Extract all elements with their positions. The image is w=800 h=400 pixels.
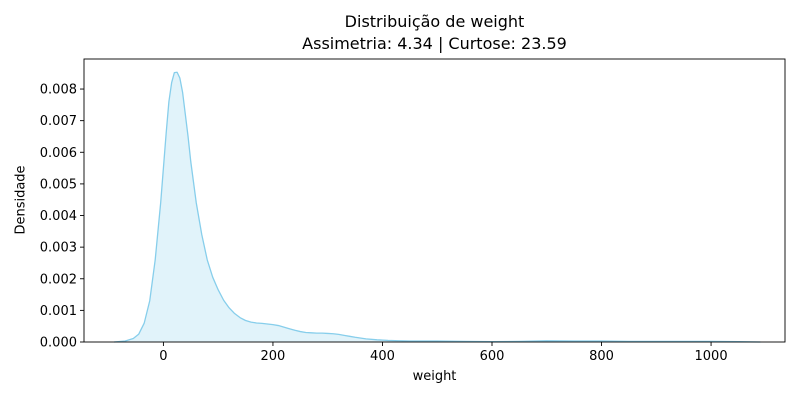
x-tick-label: 200: [261, 349, 286, 364]
density-line: [114, 71, 761, 343]
y-tick-label: 0.007: [40, 114, 77, 129]
y-axis-label: Densidade: [13, 165, 29, 235]
density-area-fill: [114, 72, 761, 342]
x-tick-label: 800: [589, 349, 614, 364]
y-tick-label: 0.001: [40, 304, 77, 319]
y-tick-label: 0.000: [40, 336, 77, 351]
y-tick-label: 0.005: [40, 177, 77, 192]
plot-frame: [83, 58, 786, 343]
x-tick-label: 0: [159, 349, 167, 364]
y-tick-label: 0.002: [40, 272, 77, 287]
y-tick-label: 0.008: [40, 83, 77, 98]
x-tick-label: 400: [370, 349, 395, 364]
y-tick-label: 0.003: [40, 241, 77, 256]
chart-subtitle: Assimetria: 4.34 | Curtose: 23.59: [302, 34, 567, 53]
x-tick-label: 1000: [695, 349, 728, 364]
x-tick-label: 600: [480, 349, 505, 364]
y-tick-label: 0.006: [40, 146, 77, 161]
y-tick-label: 0.004: [40, 209, 77, 224]
x-axis-label: weight: [412, 369, 457, 384]
chart-title: Distribuição de weight: [344, 12, 525, 31]
